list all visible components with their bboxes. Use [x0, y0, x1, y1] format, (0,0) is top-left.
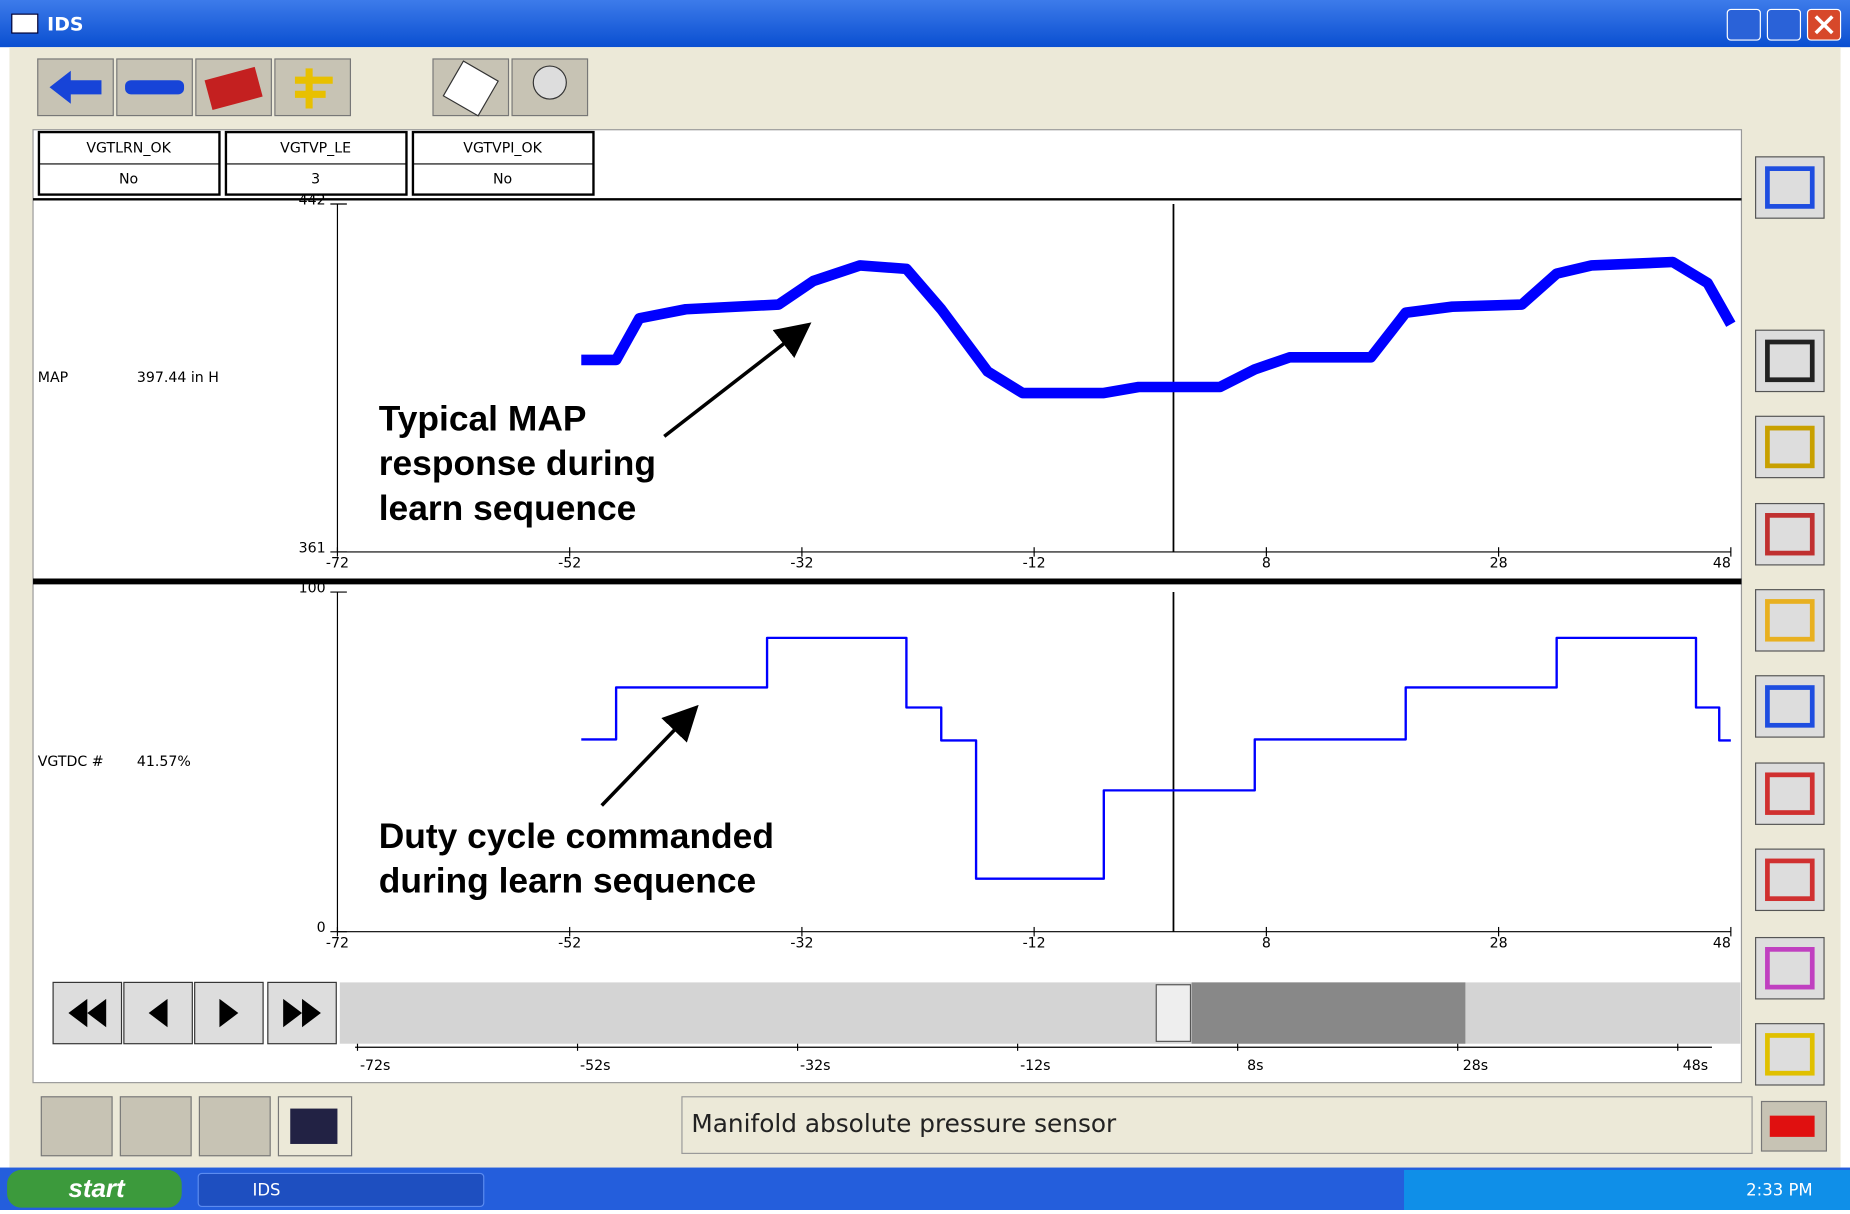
x-tick-label: -32: [790, 556, 813, 572]
annotation: during learn sequence: [379, 862, 757, 901]
clock: 2:33 PM: [1746, 1181, 1812, 1200]
x-tick-label: -72: [326, 935, 349, 951]
minimize-button[interactable]: [1727, 9, 1760, 40]
parameter-value: No: [493, 171, 512, 187]
window-title: IDS: [47, 13, 83, 35]
readout: 397.44 in H: [137, 370, 219, 386]
status-text: Manifold absolute pressure sensor: [691, 1109, 1117, 1138]
start-label: start: [68, 1175, 126, 1203]
parameter-name: VGTVPI_OK: [463, 141, 542, 157]
y-tick-label: 0: [317, 920, 326, 936]
title-bar: [0, 0, 1850, 47]
y-tick-label: 361: [299, 540, 326, 556]
x-tick-label: 28: [1490, 935, 1508, 951]
annotation: response during: [379, 444, 656, 483]
x-tick-label: -12: [1023, 556, 1046, 572]
series-label: VGTDC #: [38, 754, 104, 770]
time-tick-label: -52s: [580, 1058, 610, 1074]
tab-button[interactable]: [199, 1097, 270, 1156]
x-tick-label: 48: [1713, 935, 1731, 951]
time-tick-label: -32s: [800, 1058, 830, 1074]
tab-button[interactable]: [41, 1097, 112, 1156]
y-tick-label: 442: [299, 192, 326, 208]
parameter-value: No: [119, 171, 138, 187]
playback-controls: [53, 982, 1740, 1047]
scroll-range: [1192, 982, 1466, 1043]
annotation: Typical MAP: [379, 399, 587, 438]
x-tick-label: -32: [790, 935, 813, 951]
parameter-name: VGTLRN_OK: [86, 141, 171, 157]
parameter-value: 3: [311, 171, 320, 187]
annotation: Duty cycle commanded: [379, 817, 774, 856]
y-tick-label: 100: [299, 580, 326, 596]
toolbar: [38, 59, 588, 116]
scroll-thumb[interactable]: [1156, 985, 1190, 1042]
x-tick-label: -52: [558, 935, 581, 951]
icon: [290, 1109, 337, 1144]
time-tick-label: 8s: [1247, 1058, 1263, 1074]
x-tick-label: 28: [1490, 556, 1508, 572]
time-tick-label: 28s: [1463, 1058, 1488, 1074]
time-tick-label: -12s: [1020, 1058, 1050, 1074]
restore-button[interactable]: [1767, 9, 1800, 40]
parameter-table: VGTLRN_OK No VGTVP_LE 3 VGTVPI_OK No: [39, 132, 594, 195]
screen: IDS VGTLRN_OK No VGTVP_LE 3 VGTVPI_OK No 361 4…: [0, 0, 1850, 1210]
x-tick-label: -12: [1023, 935, 1046, 951]
tab-button[interactable]: [120, 1097, 191, 1156]
series-label: MAP: [38, 370, 69, 386]
parameter-name: VGTVP_LE: [280, 141, 351, 157]
time-tick-label: 48s: [1683, 1058, 1708, 1074]
task-button[interactable]: [198, 1173, 484, 1206]
scroll-track[interactable]: [340, 982, 1740, 1043]
icon: [125, 80, 184, 94]
app-icon: [12, 14, 38, 33]
annotation: learn sequence: [379, 489, 637, 528]
time-tick-label: -72s: [360, 1058, 390, 1074]
x-tick-label: -72: [326, 556, 349, 572]
x-tick-label: 48: [1713, 556, 1731, 572]
page: { "window": {"title": "IDS"}, "parameter…: [0, 0, 1850, 1210]
icon: [1770, 1116, 1815, 1137]
x-tick-label: 8: [1262, 556, 1271, 572]
icon: [533, 66, 566, 99]
task-label: IDS: [252, 1181, 280, 1200]
readout: 41.57%: [137, 754, 191, 770]
x-tick-label: 8: [1262, 935, 1271, 951]
x-tick-label: -52: [558, 556, 581, 572]
